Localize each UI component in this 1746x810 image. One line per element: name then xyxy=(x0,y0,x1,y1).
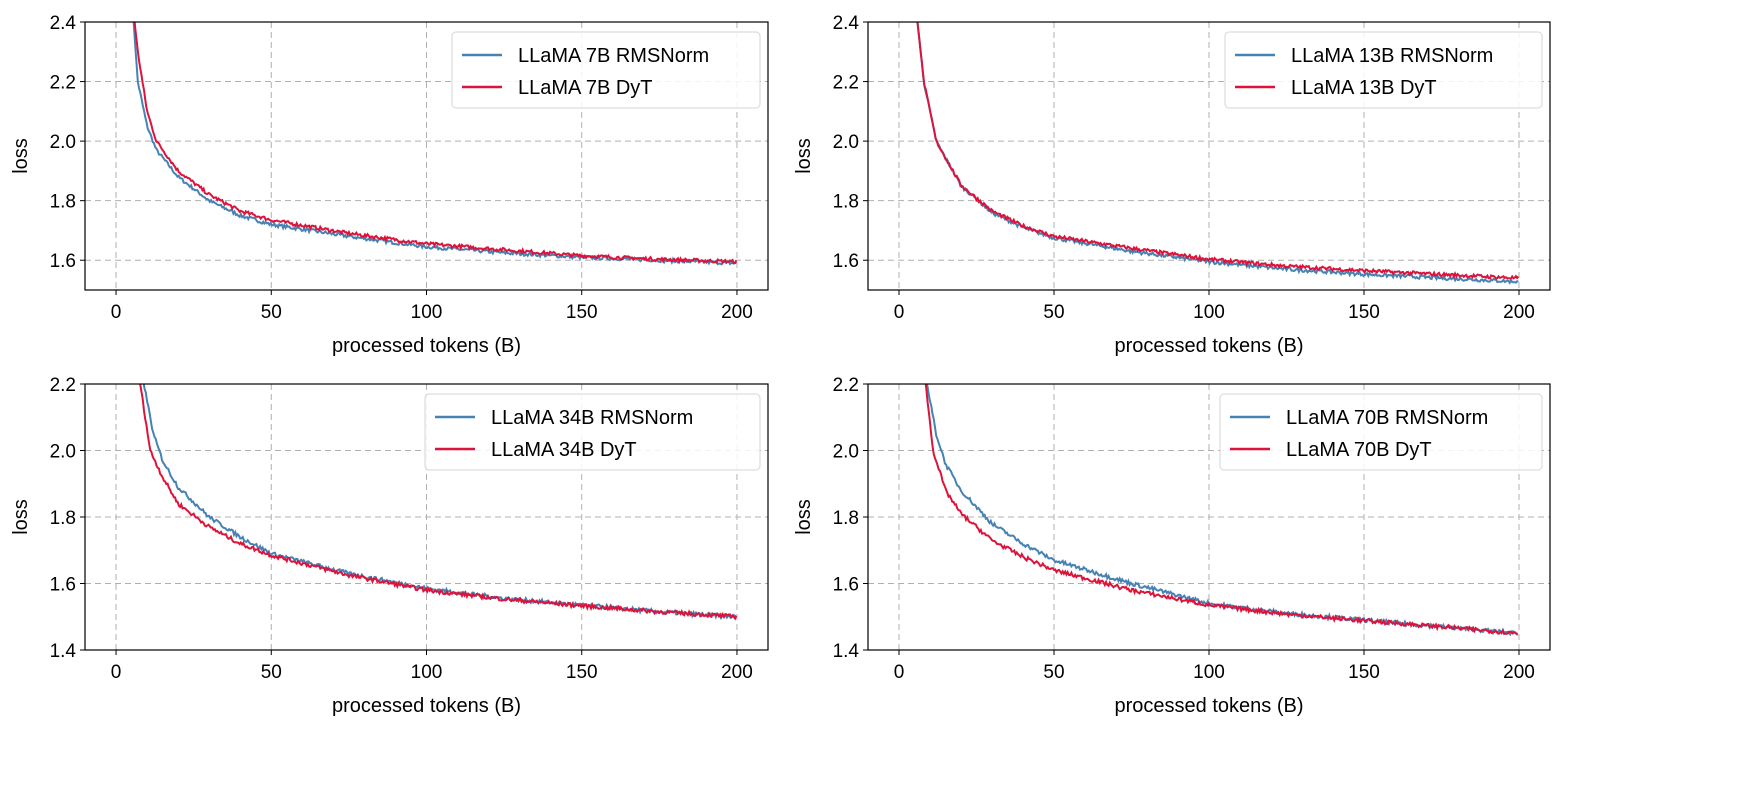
x-tick-label: 50 xyxy=(1043,662,1064,683)
subplot-3: 0 50 100 150 200 1.4 1.6 1.8 2.0 2.2 processed tok… xyxy=(10,375,769,717)
legend-label: LLaMA 34B RMSNorm xyxy=(491,407,693,429)
x-tick-label: 100 xyxy=(411,662,443,683)
y-tick-label: 2.2 xyxy=(50,73,76,94)
series-line-rmsnorm xyxy=(142,384,737,620)
legend: LLaMA 7B RMSNorm LLaMA 7B DyT xyxy=(451,31,761,109)
x-tick-label: 150 xyxy=(1348,302,1380,323)
x-tick-label: 50 xyxy=(261,302,282,323)
series-line-dyt xyxy=(924,384,1518,635)
legend-label: LLaMA 34B DyT xyxy=(491,439,637,461)
y-tick-label: 1.4 xyxy=(833,641,860,662)
y-tick-label: 2.0 xyxy=(833,442,859,463)
x-tick-label: 100 xyxy=(411,302,443,323)
y-axis-label: loss xyxy=(10,499,32,535)
y-tick-label: 1.8 xyxy=(833,192,859,213)
y-tick-label: 2.2 xyxy=(833,375,859,396)
x-axis-label: processed tokens (B) xyxy=(332,335,521,357)
x-tick-label: 150 xyxy=(566,662,598,683)
series-line-dyt xyxy=(916,22,1520,280)
x-tick-label: 0 xyxy=(894,302,905,323)
x-tick-label: 200 xyxy=(1503,662,1535,683)
y-tick-label: 2.0 xyxy=(50,132,76,153)
y-tick-label: 1.6 xyxy=(50,251,76,272)
legend-box xyxy=(1219,393,1543,471)
legend-label: LLaMA 7B RMSNorm xyxy=(518,45,709,67)
y-tick-label: 1.6 xyxy=(833,575,859,596)
axes-frame xyxy=(867,383,1551,651)
y-tick-label: 1.8 xyxy=(833,508,859,529)
legend-label: LLaMA 7B DyT xyxy=(518,77,653,99)
x-tick-label: 150 xyxy=(1348,662,1380,683)
y-axis-label: loss xyxy=(793,138,815,174)
legend-label: LLaMA 70B DyT xyxy=(1286,439,1432,461)
x-tick-label: 200 xyxy=(1503,302,1535,323)
x-axis-label: processed tokens (B) xyxy=(1115,695,1304,717)
legend: LLaMA 13B RMSNorm LLaMA 13B DyT xyxy=(1224,31,1543,109)
axes-frame xyxy=(84,383,769,651)
x-tick-label: 0 xyxy=(111,302,122,323)
y-axis-label: loss xyxy=(10,138,32,174)
x-tick-label: 0 xyxy=(894,662,905,683)
x-tick-label: 50 xyxy=(261,662,282,683)
subplot-1: 0 50 100 150 200 1.6 1.8 2.0 2.2 2.4 processed tok… xyxy=(10,13,769,357)
subplot-4: 0 50 100 150 200 1.4 1.6 1.8 2.0 2.2 processed tok… xyxy=(793,375,1551,717)
y-tick-label: 1.6 xyxy=(833,251,859,272)
legend-label: LLaMA 13B RMSNorm xyxy=(1291,45,1493,67)
x-tick-label: 100 xyxy=(1193,662,1225,683)
legend-box xyxy=(424,393,761,471)
y-tick-label: 2.4 xyxy=(50,13,77,34)
axes-frame xyxy=(84,21,769,291)
y-tick-label: 1.6 xyxy=(50,575,76,596)
legend: LLaMA 34B RMSNorm LLaMA 34B DyT xyxy=(424,393,761,471)
x-tick-label: 0 xyxy=(111,662,122,683)
series-line-dyt xyxy=(139,384,738,621)
axes-frame xyxy=(867,21,1551,291)
x-tick-label: 200 xyxy=(721,662,753,683)
y-axis-label: loss xyxy=(793,499,815,535)
legend-box xyxy=(1224,31,1543,109)
y-tick-label: 2.0 xyxy=(50,442,76,463)
series-line-dyt xyxy=(133,22,738,265)
x-tick-label: 200 xyxy=(721,302,753,323)
y-tick-label: 1.8 xyxy=(50,508,76,529)
legend-box xyxy=(451,31,761,109)
y-tick-label: 2.4 xyxy=(833,13,860,34)
x-tick-label: 100 xyxy=(1193,302,1225,323)
y-tick-label: 1.8 xyxy=(50,192,76,213)
y-tick-label: 2.2 xyxy=(833,73,859,94)
subplot-2: 0 50 100 150 200 1.6 1.8 2.0 2.2 2.4 processed tok… xyxy=(793,13,1551,357)
x-tick-label: 150 xyxy=(566,302,598,323)
legend-label: LLaMA 70B RMSNorm xyxy=(1286,407,1488,429)
y-tick-label: 2.0 xyxy=(833,132,859,153)
x-axis-label: processed tokens (B) xyxy=(332,695,521,717)
legend-label: LLaMA 13B DyT xyxy=(1291,77,1437,99)
x-axis-label: processed tokens (B) xyxy=(1115,335,1304,357)
legend: LLaMA 70B RMSNorm LLaMA 70B DyT xyxy=(1219,393,1543,471)
x-tick-label: 50 xyxy=(1043,302,1064,323)
y-tick-label: 2.2 xyxy=(50,375,76,396)
y-tick-label: 1.4 xyxy=(50,641,77,662)
